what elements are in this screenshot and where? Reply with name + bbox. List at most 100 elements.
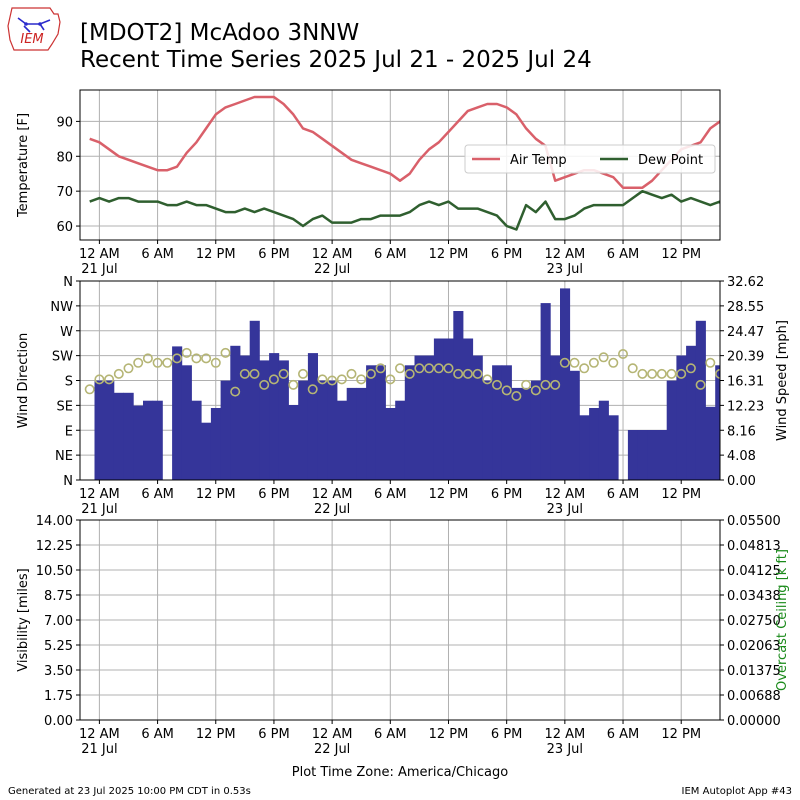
wind-speed-bar — [676, 355, 687, 480]
y2-tick-label: 24.47 — [727, 325, 764, 340]
wind-speed-bar — [356, 387, 367, 480]
wind-direction-marker — [433, 363, 444, 374]
wind-direction-marker — [472, 368, 483, 379]
wind-direction-marker — [579, 363, 590, 374]
wind-direction-marker — [104, 374, 115, 385]
x-tick-label: 6 PM — [258, 727, 289, 742]
wind-speed-bar — [569, 370, 580, 480]
x-tick-label: 6 AM — [374, 487, 407, 502]
x-tick-label: 12 PM — [661, 727, 701, 742]
wind-speed-bar — [152, 400, 163, 480]
y2-tick-label: 0.00688 — [727, 689, 781, 704]
y2-tick-label: 0.00000 — [727, 714, 781, 729]
wind-speed-bar — [404, 365, 415, 480]
x-tick-label: 6 AM — [607, 727, 640, 742]
wind-speed-bar — [414, 355, 425, 480]
wind-speed-bar — [123, 392, 134, 480]
wind-direction-marker — [346, 368, 357, 379]
iowa-outline — [7, 7, 61, 51]
x-date-label: 21 Jul — [81, 742, 117, 757]
x-tick-label: 6 AM — [607, 487, 640, 502]
wind-direction-marker — [123, 363, 134, 374]
y-tick-label: 60 — [56, 220, 73, 235]
wind-speed-bar — [133, 405, 144, 480]
y2-tick-label: 0.05500 — [727, 514, 781, 529]
wind-speed-bar — [560, 288, 571, 480]
y-axis-label: Temperature [F] — [16, 113, 31, 218]
wind-direction-marker — [288, 379, 299, 390]
wind-speed-bar — [482, 380, 493, 480]
x-tick-label: 6 PM — [258, 247, 289, 262]
wind-direction-marker — [482, 374, 493, 385]
wind-direction-marker — [239, 368, 250, 379]
wind-speed-bar — [608, 415, 619, 480]
wind-speed-bar — [201, 422, 212, 480]
wind-speed-bar — [579, 415, 590, 480]
x-tick-label: 12 PM — [429, 727, 469, 742]
wind-direction-marker — [414, 363, 425, 374]
wind-speed-bar — [259, 360, 270, 480]
wind-speed-bar — [463, 338, 474, 480]
wind-direction-marker — [394, 363, 405, 374]
wind-speed-bar — [375, 365, 386, 480]
wind-speed-bar — [385, 408, 396, 480]
x-tick-label: 12 PM — [196, 247, 236, 262]
y-tick-label: 10.50 — [36, 564, 73, 579]
wind-direction-marker — [113, 368, 124, 379]
wind-direction-marker — [268, 374, 279, 385]
x-tick-label: 12 PM — [196, 487, 236, 502]
wind-speed-bar — [424, 355, 435, 480]
x-date-label: 23 Jul — [547, 742, 583, 757]
wind-direction-marker — [550, 379, 561, 390]
wind-speed-bar — [143, 400, 154, 480]
y-tick-label: 3.50 — [44, 664, 73, 679]
wind-direction-marker — [385, 374, 396, 385]
y2-tick-label: 12.23 — [727, 399, 764, 414]
y-tick-label: 8.75 — [44, 589, 73, 604]
timezone-label: Plot Time Zone: America/Chicago — [292, 765, 508, 780]
y2-tick-label: 20.39 — [727, 350, 764, 365]
x-tick-label: 12 AM — [544, 727, 585, 742]
x-tick-label: 12 AM — [79, 247, 120, 262]
wind-speed-bar — [511, 387, 522, 480]
wind-direction-marker — [152, 357, 163, 368]
x-date-label: 22 Jul — [314, 262, 350, 277]
wind-speed-bar — [210, 408, 221, 480]
app-label: IEM Autoplot App #43 — [682, 786, 792, 797]
y-tick-label: 14.00 — [36, 514, 73, 529]
y-tick-label: 70 — [56, 185, 73, 200]
wind-speed-bar — [530, 380, 541, 480]
wind-speed-bar — [501, 365, 512, 480]
panel-frame — [79, 280, 721, 481]
wind-direction-marker — [569, 357, 580, 368]
wind-direction-marker — [220, 347, 231, 358]
y-tick-label: 12.25 — [36, 539, 73, 554]
wind-direction-marker — [191, 353, 202, 364]
wind-direction-marker — [142, 353, 153, 364]
wind-speed-bar — [647, 430, 658, 480]
wind-direction-marker — [656, 368, 667, 379]
wind-direction-marker — [181, 347, 192, 358]
y2-tick-label: 0.00 — [727, 474, 756, 489]
wind-speed-bar — [269, 353, 280, 480]
logo-dot — [24, 22, 28, 26]
x-tick-label: 12 AM — [312, 487, 353, 502]
x-tick-label: 6 AM — [141, 247, 174, 262]
y-tick-label: N — [63, 275, 73, 290]
wind-direction-marker — [521, 379, 532, 390]
wind-direction-marker — [375, 363, 386, 374]
wind-speed-bar — [181, 365, 192, 480]
y-axis-label: Wind Direction — [16, 333, 31, 429]
wind-speed-bar — [94, 380, 105, 480]
wind-speed-bar — [288, 405, 299, 480]
wind-direction-marker — [327, 375, 338, 386]
wind-speed-bar — [598, 400, 609, 480]
chart-title-line2: Recent Time Series 2025 Jul 21 - 2025 Ju… — [80, 47, 592, 73]
y-tick-label: W — [60, 325, 73, 340]
y2-tick-label: 28.55 — [727, 300, 764, 315]
wind-direction-marker — [627, 363, 638, 374]
wind-speed-bar — [337, 400, 348, 480]
y2-tick-label: 0.03438 — [727, 589, 781, 604]
x-date-label: 22 Jul — [314, 742, 350, 757]
